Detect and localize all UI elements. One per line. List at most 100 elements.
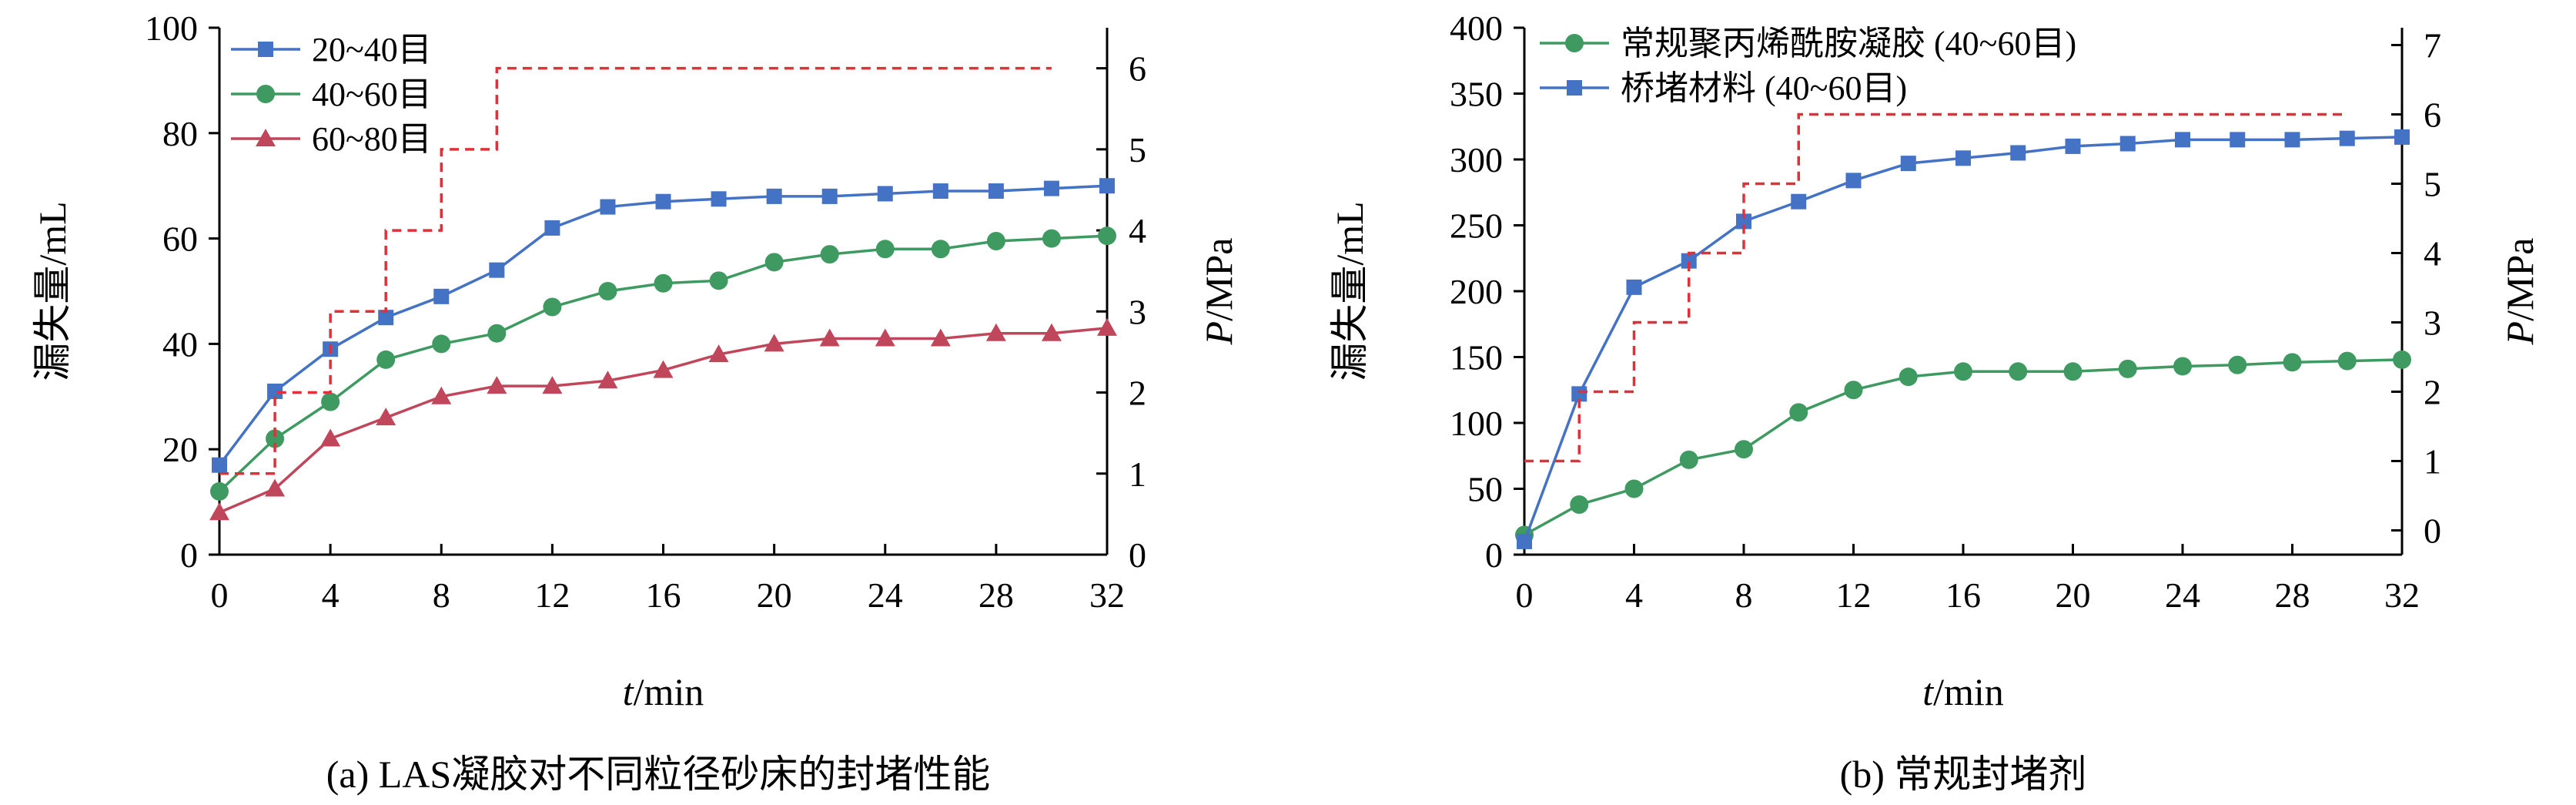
- chart-panel-a: 0 4 8 12 16 20 24 28 320204060801000123456漏失量/mL…: [31, 8, 1240, 796]
- y2-tick-label: 3: [1129, 292, 1146, 331]
- data-point: [2175, 132, 2190, 148]
- data-point: [1626, 279, 1642, 295]
- data-point: [932, 183, 948, 200]
- x-axis-title-unit: /min: [1933, 670, 2004, 713]
- y2-tick-label: 5: [2424, 165, 2441, 204]
- data-point: [489, 262, 505, 278]
- x-tick-label: 12: [534, 575, 570, 615]
- data-point: [875, 240, 895, 259]
- x-tick-label: 0: [211, 575, 229, 615]
- data-point: [2339, 130, 2355, 146]
- data-point: [2394, 129, 2410, 145]
- data-point: [210, 481, 229, 501]
- x-axis-title: t/min: [623, 670, 704, 713]
- data-point: [1955, 150, 1971, 166]
- data-point: [1679, 450, 1698, 469]
- x-tick-label: 28: [2275, 575, 2310, 615]
- x-tick-label: 24: [2165, 575, 2200, 615]
- data-point: [1624, 479, 1644, 498]
- x-tick-label: 28: [979, 575, 1014, 615]
- y-tick-label: 350: [1450, 75, 1503, 114]
- legend-label: 常规聚丙烯酰胺凝胶 (40~60目): [1621, 25, 2076, 62]
- x-tick-label: 32: [2384, 575, 2420, 615]
- data-point: [1791, 193, 1807, 210]
- data-point: [487, 324, 507, 343]
- figure-caption: (b) 常规封堵剂: [1840, 753, 2087, 796]
- y-tick-label: 400: [1450, 8, 1503, 48]
- y2-tick-label: 6: [2424, 96, 2441, 135]
- data-point: [2228, 355, 2247, 374]
- x-axis-title-symbol: t: [1922, 670, 1934, 713]
- data-point: [930, 328, 951, 347]
- data-point: [1954, 362, 1972, 381]
- y-tick-label: 250: [1450, 206, 1503, 246]
- x-axis-title-unit: /min: [634, 670, 704, 713]
- data-point: [1845, 173, 1862, 189]
- y-tick-label: 100: [1450, 404, 1503, 443]
- data-point: [2393, 350, 2411, 369]
- y2-axis-title: P/MPa: [2498, 238, 2541, 346]
- series-line: [219, 327, 1108, 514]
- series-line: [218, 184, 1108, 466]
- data-point: [654, 273, 673, 293]
- legend-marker: [258, 42, 273, 57]
- y2-tick-label: 1: [2424, 442, 2441, 481]
- data-point: [432, 334, 451, 354]
- pressure-step-line: [1524, 112, 2347, 463]
- y2-axis-title-symbol: P: [2498, 321, 2541, 346]
- y-axis-title: 漏失量/mL: [1328, 201, 1371, 381]
- data-point: [267, 383, 283, 399]
- data-point: [598, 282, 617, 300]
- data-point: [1736, 213, 1751, 230]
- y2-tick-label: 5: [1129, 130, 1146, 169]
- y-tick-label: 0: [1485, 535, 1503, 575]
- y2-tick-label: 6: [1129, 49, 1146, 89]
- y2-axis-title: P/MPa: [1197, 238, 1240, 346]
- data-point: [819, 328, 840, 347]
- y-tick-label: 200: [1450, 272, 1503, 311]
- data-point: [877, 186, 893, 202]
- data-point: [597, 371, 618, 389]
- data-point: [209, 502, 229, 521]
- legend-label: 20~40目: [312, 31, 432, 69]
- x-tick-label: 0: [1516, 575, 1534, 615]
- y-tick-label: 100: [145, 8, 198, 48]
- data-point: [708, 344, 729, 363]
- data-point: [766, 188, 782, 204]
- data-point: [321, 392, 340, 411]
- data-point: [1844, 381, 1863, 400]
- data-point: [2284, 132, 2300, 148]
- y-tick-label: 150: [1450, 338, 1503, 377]
- x-tick-label: 4: [1625, 575, 1643, 615]
- data-point: [2063, 362, 2083, 381]
- y-tick-label: 60: [162, 220, 198, 259]
- y-axis-title: 漏失量/mL: [31, 201, 74, 381]
- data-point: [212, 457, 227, 473]
- data-point: [709, 271, 728, 290]
- y-tick-label: 40: [162, 324, 198, 364]
- y2-tick-label: 3: [2424, 304, 2441, 343]
- data-point: [265, 478, 286, 497]
- y2-tick-label: 2: [1129, 374, 1146, 413]
- data-point: [378, 310, 394, 326]
- data-point: [988, 183, 1004, 200]
- y2-tick-label: 0: [2424, 512, 2441, 551]
- y-tick-label: 80: [162, 114, 198, 153]
- data-point: [1043, 180, 1059, 196]
- y2-tick-label: 7: [2424, 26, 2441, 65]
- series-line: [1523, 136, 2403, 542]
- data-point: [1042, 229, 1061, 248]
- data-point: [1899, 367, 1918, 387]
- data-point: [875, 328, 895, 347]
- data-point: [2010, 145, 2026, 161]
- y2-axis-title-unit: /MPa: [2498, 238, 2541, 321]
- x-tick-label: 16: [1945, 575, 1981, 615]
- data-point: [542, 376, 563, 394]
- data-point: [764, 334, 785, 352]
- y-tick-label: 300: [1450, 140, 1503, 179]
- data-point: [1571, 386, 1587, 402]
- y2-tick-label: 1: [1129, 454, 1146, 494]
- data-point: [711, 191, 727, 207]
- y2-tick-label: 2: [2424, 373, 2441, 412]
